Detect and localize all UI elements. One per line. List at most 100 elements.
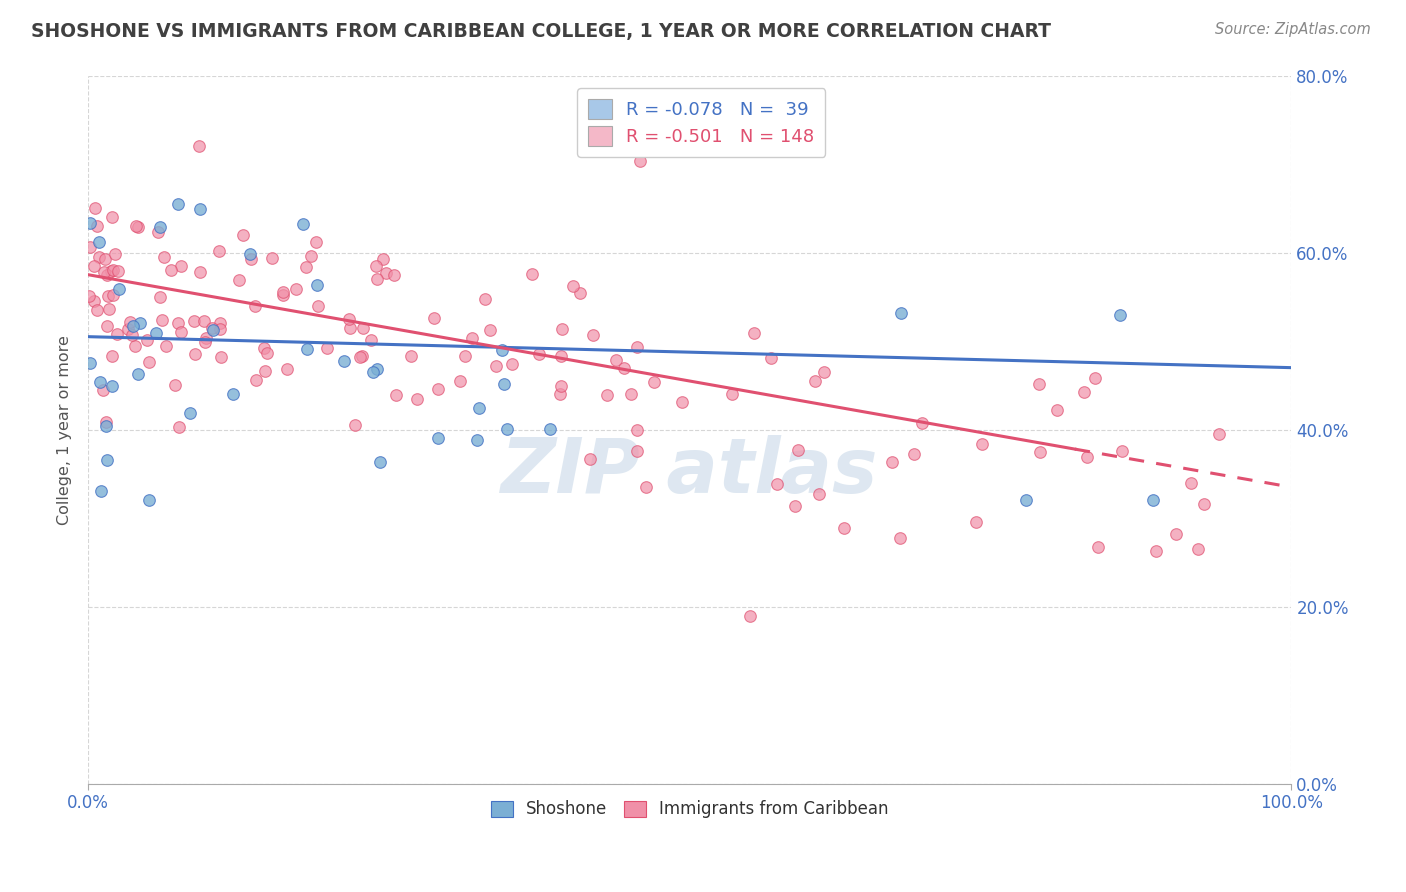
Point (245, 299, 267, 313)
Point (138, 355, 160, 369)
Point (152, 250, 174, 264)
Point (101, 288, 124, 302)
Point (121, 319, 143, 334)
Point (965, 515, 987, 529)
Point (366, 361, 388, 376)
Point (1076, 450, 1098, 465)
Point (91, 383, 114, 397)
Point (352, 320, 374, 334)
Point (1142, 493, 1164, 508)
Point (83, 259, 105, 273)
Point (188, 264, 211, 278)
Point (384, 388, 406, 402)
Point (1084, 371, 1107, 385)
Point (550, 322, 572, 336)
Point (738, 608, 761, 623)
Point (107, 264, 129, 278)
Point (333, 354, 356, 368)
Point (273, 288, 295, 302)
Point (87, 250, 110, 264)
Point (548, 386, 571, 401)
Text: SHOSHONE VS IMMIGRANTS FROM CARIBBEAN COLLEGE, 1 YEAR OR MORE CORRELATION CHART: SHOSHONE VS IMMIGRANTS FROM CARIBBEAN CO… (31, 22, 1050, 41)
Point (101, 263, 124, 277)
Point (813, 365, 835, 379)
Point (911, 416, 934, 430)
Point (208, 316, 231, 330)
Point (449, 375, 471, 389)
Point (889, 531, 911, 545)
Point (1029, 445, 1052, 459)
Point (117, 322, 139, 336)
Point (628, 154, 651, 169)
Point (183, 313, 205, 327)
Point (166, 197, 188, 211)
Point (253, 364, 276, 378)
Point (568, 286, 591, 301)
Point (465, 434, 488, 448)
Point (478, 323, 501, 337)
Point (79, 240, 101, 254)
Point (291, 217, 314, 231)
Point (79, 355, 101, 369)
Point (364, 259, 387, 273)
Point (550, 349, 572, 363)
Point (903, 446, 925, 460)
Point (538, 421, 561, 435)
Point (880, 455, 903, 469)
Point (496, 422, 519, 436)
Point (97, 301, 120, 316)
Point (208, 244, 231, 258)
Point (299, 249, 322, 263)
Point (93, 252, 115, 267)
Point (127, 220, 149, 235)
Point (1194, 497, 1216, 511)
Point (1046, 403, 1069, 417)
Point (742, 326, 765, 340)
Point (491, 343, 513, 358)
Point (209, 350, 232, 364)
Point (294, 260, 316, 274)
Point (474, 292, 496, 306)
Point (170, 325, 193, 339)
Point (305, 278, 328, 293)
Point (550, 378, 572, 392)
Point (97, 289, 120, 303)
Point (807, 487, 830, 501)
Point (1208, 426, 1230, 441)
Point (155, 339, 177, 353)
Point (1144, 543, 1167, 558)
Point (124, 219, 146, 233)
Point (360, 334, 382, 348)
Point (84, 202, 107, 216)
Point (101, 211, 124, 225)
Point (1111, 443, 1133, 458)
Point (1028, 377, 1050, 392)
Point (149, 290, 172, 304)
Point (374, 267, 396, 281)
Point (118, 315, 141, 329)
Point (620, 387, 643, 401)
Point (165, 378, 187, 392)
Point (193, 314, 215, 328)
Point (427, 431, 450, 445)
Point (221, 387, 243, 401)
Point (152, 313, 174, 327)
Point (1180, 476, 1202, 491)
Point (426, 382, 449, 396)
Point (239, 247, 262, 261)
Point (804, 375, 827, 389)
Point (194, 335, 217, 350)
Point (467, 401, 489, 415)
Point (100, 349, 122, 363)
Point (184, 347, 207, 361)
Point (201, 321, 224, 335)
Point (492, 376, 515, 391)
Point (239, 252, 262, 267)
Point (349, 350, 371, 364)
Point (578, 452, 600, 467)
Point (721, 387, 744, 401)
Point (1166, 526, 1188, 541)
Point (832, 520, 855, 534)
Point (94, 415, 117, 429)
Point (100, 379, 122, 393)
